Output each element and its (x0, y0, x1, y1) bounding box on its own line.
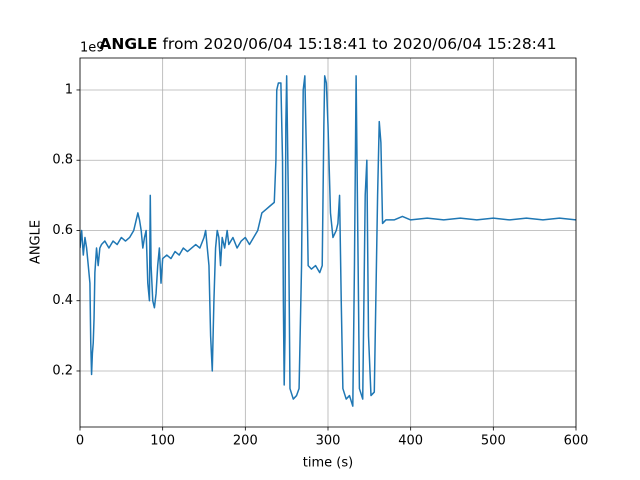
x-tick-label: 600 (564, 434, 589, 449)
x-tick-label: 300 (316, 434, 341, 449)
x-tick-label: 400 (398, 434, 423, 449)
x-tick-label: 0 (76, 434, 84, 449)
chart-title: ANGLE from 2020/06/04 15:18:41 to 2020/0… (99, 35, 556, 53)
y-tick-label: 0.4 (52, 293, 73, 308)
y-tick-label: 0.8 (52, 153, 73, 168)
x-tick-label: 500 (481, 434, 506, 449)
offset-label: 1e9 (80, 41, 105, 56)
y-tick-label: 1 (65, 82, 73, 97)
title-bold: ANGLE (99, 35, 157, 53)
x-tick-label: 200 (233, 434, 258, 449)
x-axis-label: time (s) (303, 456, 353, 471)
data-line (80, 75, 576, 407)
y-axis-label: ANGLE (29, 220, 44, 264)
y-tick-label: 0.6 (52, 223, 73, 238)
x-tick-label: 100 (150, 434, 175, 449)
plot-frame (79, 57, 577, 428)
title-rest: from 2020/06/04 15:18:41 to 2020/06/04 1… (162, 35, 556, 53)
y-tick-label: 0.2 (52, 363, 73, 378)
